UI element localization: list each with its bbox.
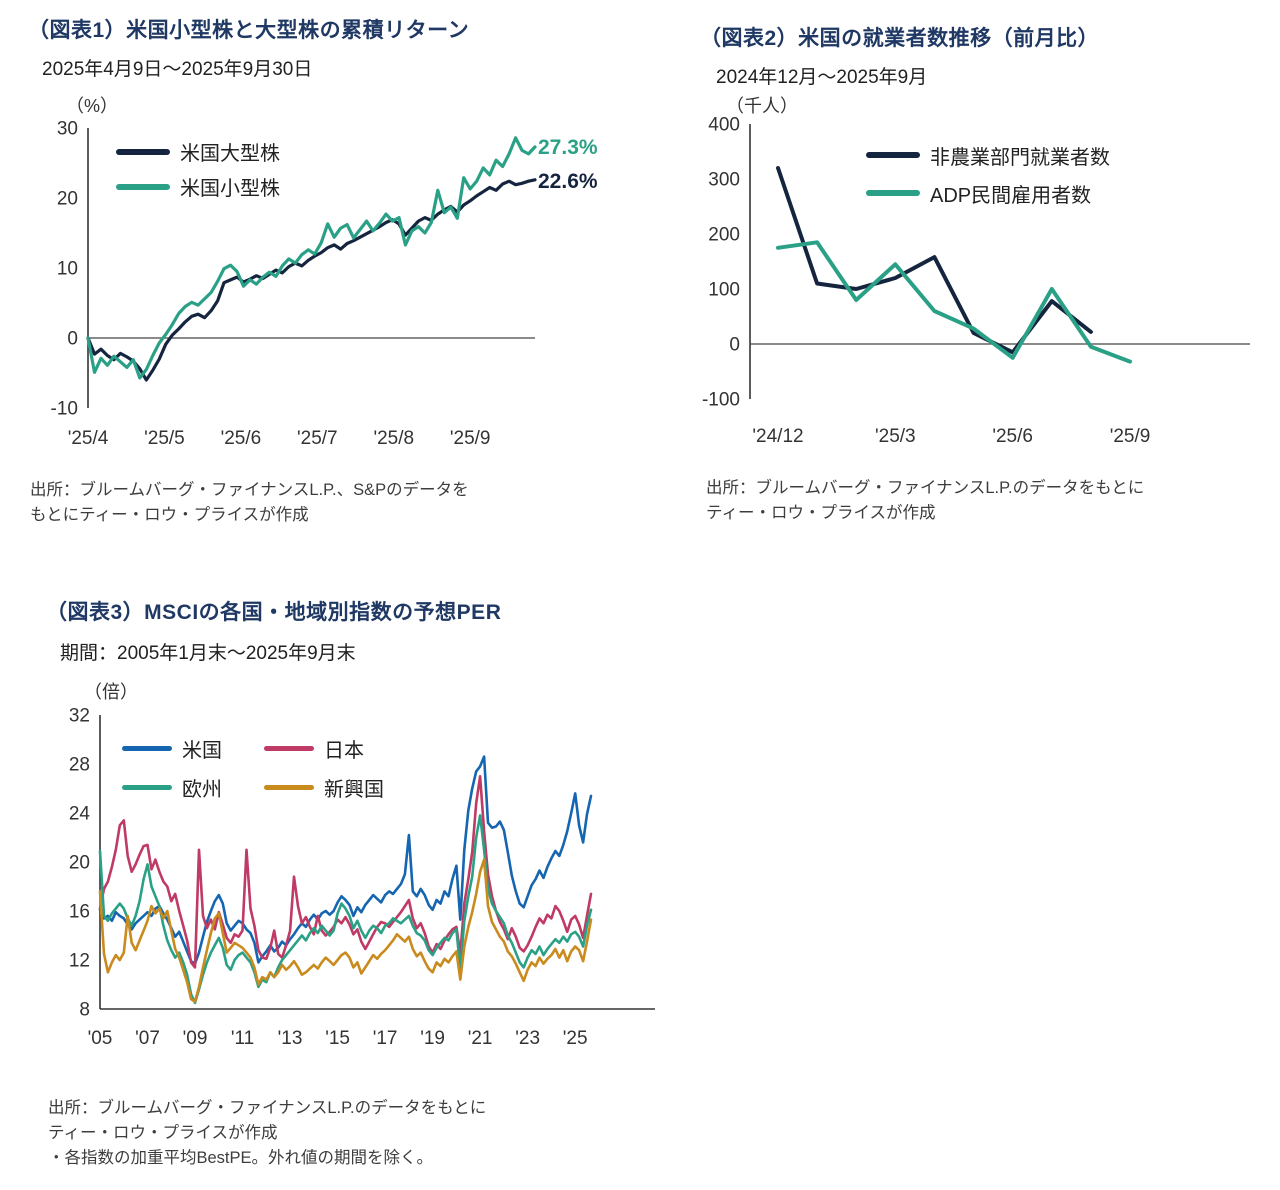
svg-text:-100: -100: [702, 390, 740, 411]
figure2-y-unit-label: （千人）: [726, 96, 798, 116]
svg-text:100: 100: [708, 280, 740, 301]
svg-text:'25/9: '25/9: [450, 428, 491, 449]
svg-text:'15: '15: [325, 1028, 350, 1049]
europe-line-swatch: [122, 784, 172, 790]
figure2-source-line2: ティー・ロウ・プライスが作成: [706, 503, 936, 522]
figure3-line-chart: 32 28 24 20 16 12 8 '05 '07 '09 '11 '13 '15 '17 '19 '21…: [69, 706, 655, 1049]
svg-text:12: 12: [69, 951, 90, 972]
nonfarm-legend-label: 非農業部門就業者数: [930, 146, 1110, 169]
figure2-legend-item-adp: ADP民間雇用者数: [866, 174, 1110, 212]
figure3-legend: 米国 日本 欧州 新興国: [122, 734, 384, 801]
svg-text:10: 10: [57, 259, 78, 280]
svg-text:16: 16: [69, 902, 90, 923]
figure1-legend: 米国大型株 米国小型株: [116, 134, 280, 204]
figure1-legend-item-large-cap: 米国大型株: [116, 134, 280, 169]
nonfarm-line-swatch: [866, 152, 920, 158]
svg-text:'05: '05: [88, 1028, 113, 1049]
figure3-source-line1: 出所：ブルームバーグ・ファイナンスL.P.のデータをもとに: [48, 1099, 487, 1117]
svg-text:0: 0: [729, 335, 740, 356]
us-legend-label: 米国: [182, 739, 222, 762]
em-legend-label: 新興国: [324, 778, 384, 801]
svg-text:200: 200: [708, 225, 740, 246]
figure2-line-chart: 400 300 200 100 0 -100 '24/12 '25/3 '25/6 '25/9: [702, 115, 1250, 447]
large-cap-line-swatch: [116, 148, 170, 155]
adp-legend-label: ADP民間雇用者数: [930, 184, 1092, 207]
figure3-subtitle: 期間：2005年1月末～2025年9月末: [60, 643, 356, 664]
svg-text:20: 20: [69, 853, 90, 874]
small-cap-line-swatch: [116, 183, 170, 190]
svg-text:32: 32: [69, 706, 90, 727]
svg-text:'07: '07: [135, 1028, 160, 1049]
japan-legend-label: 日本: [324, 739, 364, 762]
svg-text:'25/7: '25/7: [297, 428, 338, 449]
figure1-source: 出所：ブルームバーグ・ファイナンスL.P.、S&Pのデータを もとにティー・ロウ…: [30, 478, 469, 528]
svg-text:'25: '25: [563, 1028, 588, 1049]
us-line-swatch: [122, 745, 172, 751]
large-cap-end-value: 22.6%: [538, 170, 598, 193]
svg-text:-10: -10: [51, 399, 78, 420]
figure2-legend-item-nonfarm: 非農業部門就業者数: [866, 136, 1110, 174]
svg-text:'19: '19: [420, 1028, 445, 1049]
svg-text:'23: '23: [515, 1028, 540, 1049]
figure3-legend-item-us: 米国: [122, 734, 264, 762]
svg-text:0: 0: [67, 329, 78, 350]
figure3-legend-item-japan: 日本: [264, 734, 384, 762]
svg-text:'25/8: '25/8: [373, 428, 414, 449]
svg-text:30: 30: [57, 119, 78, 140]
svg-text:'21: '21: [468, 1028, 493, 1049]
svg-text:'25/6: '25/6: [221, 428, 262, 449]
figure2-legend: 非農業部門就業者数 ADP民間雇用者数: [866, 136, 1110, 212]
large-cap-legend-label: 米国大型株: [180, 143, 280, 165]
svg-text:'24/12: '24/12: [752, 426, 803, 447]
figure1-source-line1: 出所：ブルームバーグ・ファイナンスL.P.、S&Pのデータを: [30, 481, 469, 499]
svg-text:'09: '09: [183, 1028, 208, 1049]
svg-text:8: 8: [79, 1000, 90, 1021]
svg-text:'25/4: '25/4: [68, 428, 109, 449]
figure2-source: 出所：ブルームバーグ・ファイナンスL.P.のデータをもとに ティー・ロウ・プライ…: [706, 476, 1144, 526]
adp-line-swatch: [866, 190, 920, 196]
figure2-title: （図表2）米国の就業者数推移（前月比）: [700, 27, 1100, 50]
figure1-title: （図表1）米国小型株と大型株の累積リターン: [28, 19, 470, 42]
figure1-block: （図表1）米国小型株と大型株の累積リターン 2025年4月9日～2025年9月3…: [0, 0, 660, 560]
figure3-title: （図表3）MSCIの各国・地域別指数の予想PER: [46, 601, 502, 624]
figure1-source-line2: もとにティー・ロウ・プライスが作成: [30, 505, 309, 524]
japan-line-swatch: [264, 745, 314, 751]
svg-text:'13: '13: [278, 1028, 303, 1049]
small-cap-legend-label: 米国小型株: [180, 178, 280, 200]
figure3-block: （図表3）MSCIの各国・地域別指数の予想PER 期間：2005年1月末～202…: [0, 560, 700, 1190]
svg-text:'25/6: '25/6: [992, 426, 1033, 447]
figure1-y-unit-label: （%）: [66, 96, 119, 116]
figure3-source-line3: ・各指数の加重平均BestPE。外れ値の期間を除く。: [48, 1148, 434, 1167]
figure3-legend-item-em: 新興国: [264, 773, 384, 801]
svg-text:20: 20: [57, 189, 78, 210]
figure3-source: 出所：ブルームバーグ・ファイナンスL.P.のデータをもとに ティー・ロウ・プライ…: [48, 1096, 486, 1170]
europe-legend-label: 欧州: [182, 778, 222, 801]
svg-text:'11: '11: [231, 1028, 254, 1049]
svg-text:'25/5: '25/5: [144, 428, 185, 449]
figure3-y-unit-label: （倍）: [84, 682, 138, 702]
figure2-subtitle: 2024年12月～2025年9月: [716, 67, 928, 88]
svg-text:24: 24: [69, 804, 91, 825]
svg-text:'17: '17: [373, 1028, 398, 1049]
figure3-legend-item-europe: 欧州: [122, 773, 264, 801]
svg-text:'25/3: '25/3: [875, 426, 916, 447]
svg-text:400: 400: [708, 115, 740, 136]
figure3-source-line2: ティー・ロウ・プライスが作成: [48, 1123, 278, 1142]
figure1-line-chart: 30 20 10 0 -10 '25/4 '25/5 '25/6 '25/7 '25/8 '25/9: [51, 119, 537, 449]
figure2-source-line1: 出所：ブルームバーグ・ファイナンスL.P.のデータをもとに: [706, 479, 1145, 497]
svg-text:28: 28: [69, 755, 90, 776]
small-cap-end-value: 27.3%: [538, 136, 598, 159]
figure1-subtitle: 2025年4月9日～2025年9月30日: [42, 59, 313, 80]
em-line-swatch: [264, 784, 314, 790]
svg-text:300: 300: [708, 170, 740, 191]
figure1-legend-item-small-cap: 米国小型株: [116, 169, 280, 204]
figure2-block: （図表2）米国の就業者数推移（前月比） 2024年12月～2025年9月 （千人…: [660, 0, 1280, 560]
svg-text:'25/9: '25/9: [1110, 426, 1151, 447]
